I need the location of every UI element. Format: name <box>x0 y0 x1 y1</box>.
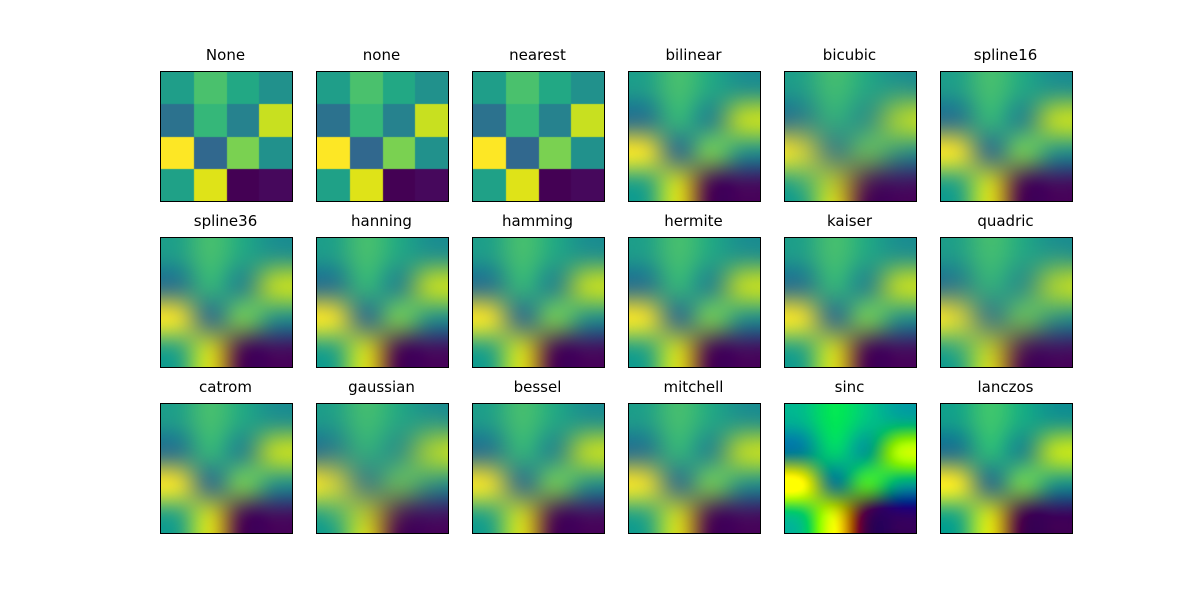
heatmap-image-mitchell <box>628 403 761 534</box>
panel-title-sinc: sinc <box>834 378 865 396</box>
panel-title-catrom: catrom <box>199 378 252 396</box>
panel-spline36: spline36 <box>160 211 293 368</box>
panel-None: None <box>160 45 293 202</box>
panel-title-bicubic: bicubic <box>822 46 877 64</box>
panel-hermite: hermite <box>628 211 761 368</box>
panel-quadric: quadric <box>940 211 1073 368</box>
panel-spline16: spline16 <box>940 45 1073 202</box>
panel-title-nearest: nearest <box>509 46 566 64</box>
panel-hanning: hanning <box>316 211 449 368</box>
heatmap-image-catrom <box>160 403 293 534</box>
heatmap-image-hermite <box>628 237 761 368</box>
heatmap-image-spline16 <box>940 71 1073 202</box>
panel-title-spline36: spline36 <box>193 212 258 230</box>
panel-sinc: sinc <box>784 377 917 534</box>
panel-title-spline16: spline16 <box>973 46 1038 64</box>
panel-hamming: hamming <box>472 211 605 368</box>
panel-grid: None none nearest bilinear bicubic splin… <box>160 45 1073 534</box>
panel-none: none <box>316 45 449 202</box>
heatmap-image-None <box>160 71 293 202</box>
heatmap-image-bicubic <box>784 71 917 202</box>
panel-mitchell: mitchell <box>628 377 761 534</box>
heatmap-image-hanning <box>316 237 449 368</box>
heatmap-image-bessel <box>472 403 605 534</box>
heatmap-image-quadric <box>940 237 1073 368</box>
heatmap-image-sinc <box>784 403 917 534</box>
panel-title-mitchell: mitchell <box>663 378 724 396</box>
panel-title-lanczos: lanczos <box>977 378 1034 396</box>
panel-title-None: None <box>205 46 246 64</box>
panel-title-bilinear: bilinear <box>665 46 722 64</box>
panel-title-none: none <box>362 46 401 64</box>
heatmap-image-hamming <box>472 237 605 368</box>
panel-title-gaussian: gaussian <box>348 378 415 396</box>
heatmap-image-nearest <box>472 71 605 202</box>
panel-title-hanning: hanning <box>351 212 412 230</box>
heatmap-image-gaussian <box>316 403 449 534</box>
panel-nearest: nearest <box>472 45 605 202</box>
panel-bilinear: bilinear <box>628 45 761 202</box>
panel-kaiser: kaiser <box>784 211 917 368</box>
panel-title-bessel: bessel <box>513 378 562 396</box>
panel-lanczos: lanczos <box>940 377 1073 534</box>
heatmap-image-lanczos <box>940 403 1073 534</box>
heatmap-image-kaiser <box>784 237 917 368</box>
panel-title-quadric: quadric <box>977 212 1034 230</box>
heatmap-image-spline36 <box>160 237 293 368</box>
panel-title-hamming: hamming <box>501 212 574 230</box>
panel-title-kaiser: kaiser <box>827 212 872 230</box>
panel-bicubic: bicubic <box>784 45 917 202</box>
panel-catrom: catrom <box>160 377 293 534</box>
panel-gaussian: gaussian <box>316 377 449 534</box>
panel-title-hermite: hermite <box>664 212 723 230</box>
heatmap-image-none <box>316 71 449 202</box>
heatmap-image-bilinear <box>628 71 761 202</box>
panel-bessel: bessel <box>472 377 605 534</box>
